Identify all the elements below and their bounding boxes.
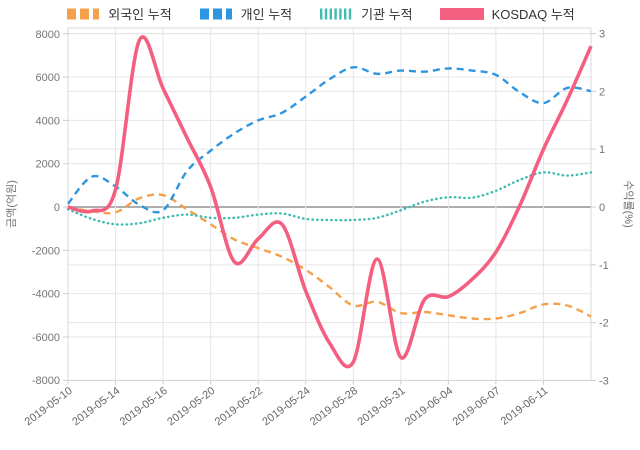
legend-label-individual: 개인 누적 <box>240 7 293 22</box>
legend-item-institution[interactable]: 기관 누적 <box>318 4 413 23</box>
y-left-tick-label: -2000 <box>32 245 60 257</box>
plot-border <box>67 27 592 381</box>
x-tick-label: 2019-06-11 <box>499 385 551 428</box>
y-right-tick-label: 1 <box>599 144 605 156</box>
series-institution-line[interactable] <box>66 171 593 226</box>
y-right-tick-label: 3 <box>599 29 605 41</box>
legend-label-kosdaq: KOSDAQ 누적 <box>491 7 575 22</box>
x-tick-label: 2019-05-22 <box>213 385 265 428</box>
y-left-tick-label: -8000 <box>32 375 60 387</box>
y-left-tick-label: 0 <box>54 202 60 214</box>
y-right-tick-label: -1 <box>599 260 609 272</box>
dotted-line-swatch-icon <box>320 8 353 19</box>
y-left-tick-label: 2000 <box>36 159 60 171</box>
y-left-tick-label: -4000 <box>32 289 60 301</box>
y-left-tick-label: -6000 <box>32 332 60 344</box>
legend-label-institution: 기관 누적 <box>361 7 413 22</box>
y-left-tick-label: 8000 <box>36 29 60 41</box>
legend-item-foreign[interactable]: 외국인 누적 <box>65 4 172 23</box>
y-right-tick-label: -3 <box>599 375 609 387</box>
x-tick-label: 2019-05-14 <box>70 385 122 428</box>
series-foreign-line[interactable] <box>67 193 592 321</box>
y-left-tick-label: 4000 <box>36 115 60 127</box>
y-right-tick-label: -2 <box>599 318 609 330</box>
dashed-line-swatch-icon <box>199 8 232 19</box>
series-individual-line[interactable] <box>67 66 592 214</box>
x-tick-label: 2019-05-28 <box>308 385 360 428</box>
legend-item-individual[interactable]: 개인 누적 <box>198 4 292 23</box>
x-tick-label: 2019-05-24 <box>260 385 312 428</box>
x-tick-label: 2019-06-07 <box>451 385 503 428</box>
solid-line-swatch-icon <box>439 7 484 20</box>
y-right-tick-label: 2 <box>599 86 605 98</box>
series-kosdaq-line[interactable] <box>67 35 593 369</box>
dashed-line-swatch-icon <box>67 8 100 19</box>
x-tick-label: 2019-05-16 <box>118 385 170 428</box>
x-tick-label: 2019-05-10 <box>23 385 75 428</box>
x-tick-label: 2019-05-20 <box>165 385 217 428</box>
y-left-tick-label: 6000 <box>36 72 60 84</box>
legend-item-kosdaq[interactable]: KOSDAQ 누적 <box>439 4 575 23</box>
x-tick-label: 2019-05-31 <box>355 385 407 428</box>
x-tick-label: 2019-06-04 <box>403 385 455 428</box>
legend-label-foreign: 외국인 누적 <box>108 7 172 22</box>
legend: 외국인 누적 개인 누적 기관 누적 KOSDAQ 누적 <box>0 4 640 23</box>
y-right-tick-label: 0 <box>599 202 605 214</box>
